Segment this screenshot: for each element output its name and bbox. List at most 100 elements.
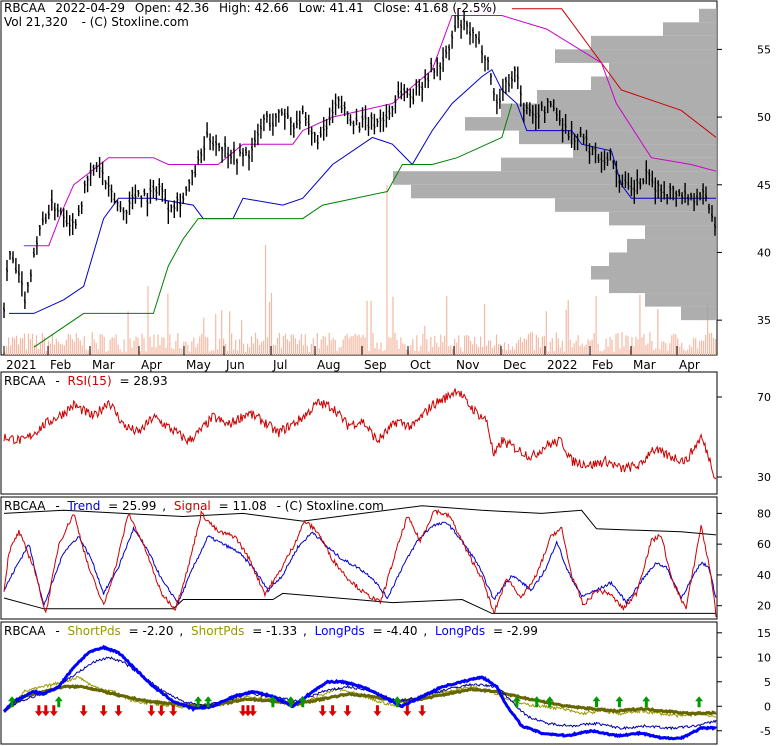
volume-bar [460, 347, 462, 355]
volume-bar [248, 347, 251, 355]
volume-bar [551, 338, 553, 355]
volume-bar [483, 303, 486, 355]
volume-bar [446, 296, 448, 355]
volume-bar [440, 334, 442, 355]
volume-bar [392, 296, 394, 355]
volume-bar [139, 351, 141, 355]
volume-bar [629, 349, 631, 355]
volume-bar [414, 350, 416, 355]
volume-bar [511, 346, 514, 355]
volume-bar [17, 344, 20, 355]
volume-bar [330, 340, 332, 355]
volume-bar [587, 339, 589, 355]
volume-bar [609, 336, 611, 355]
volume-bar [398, 348, 400, 355]
volume-bar [651, 340, 653, 355]
volume-bar [709, 333, 711, 355]
volume-bar [372, 332, 374, 355]
volume-bar [7, 337, 10, 355]
pds-y-tick-label-5: 5 [764, 676, 771, 689]
rsi-header: RBCAA - RSI(15) = 28.93 [4, 374, 168, 388]
volume-bar [679, 346, 681, 355]
volume-bar [472, 344, 474, 355]
volume-bar [338, 347, 340, 355]
volume-bar [412, 339, 414, 355]
volume-bar [689, 344, 691, 355]
volume-bar [105, 351, 107, 355]
volume-bar [195, 347, 197, 355]
volume-bar [39, 343, 42, 355]
volume-bar [13, 338, 16, 355]
volume-bar [354, 333, 356, 355]
volume-bar [454, 338, 456, 355]
trend-y-tick-label-20: 20 [757, 600, 771, 613]
volume-bar [631, 337, 633, 355]
volume-bar [233, 349, 235, 355]
volume-bar [127, 311, 129, 355]
volume-bar [653, 349, 655, 355]
volume-bar [577, 335, 579, 355]
up-arrow-10 [545, 696, 554, 708]
volume-bar [175, 340, 177, 355]
x-tick-label-4: May [186, 358, 211, 372]
profile-bar-5 [627, 238, 717, 253]
volume-bar [288, 341, 290, 355]
volume-bar [316, 333, 318, 355]
volume-bar [436, 342, 438, 355]
volume-bar [434, 335, 436, 355]
volume-bar [296, 344, 298, 355]
volume-bar [418, 351, 420, 355]
volume-bar [173, 349, 175, 355]
volume-bar [135, 336, 137, 355]
rsi-y-tick-label-70: 70 [757, 391, 771, 404]
volume-bar [450, 345, 452, 355]
volume-bar [264, 245, 267, 355]
volume-bar [525, 339, 528, 355]
volume-bar [270, 293, 273, 355]
volume-bar [675, 334, 677, 355]
x-tick-label-3: Apr [141, 358, 162, 372]
volume-bar [649, 332, 651, 355]
volume-bar [406, 349, 408, 355]
volume-bar [641, 337, 643, 355]
volume-bar [400, 337, 402, 355]
rsi-y-ticks: 70 30 [717, 391, 771, 484]
x-tick-label-10: Nov [456, 358, 479, 372]
volume-bar [213, 350, 215, 355]
volume-bar [699, 341, 701, 355]
volume-bar [207, 337, 209, 355]
volume-bar [81, 345, 83, 355]
up-arrow-2 [194, 696, 203, 708]
ma-blue-line [9, 68, 716, 314]
volume-bar [302, 345, 304, 355]
volume-bar [432, 347, 434, 355]
rsi-series-line [3, 388, 717, 480]
volume-bar [703, 340, 705, 355]
volume-bar [517, 339, 520, 355]
volume-bar [352, 335, 354, 355]
volume-bar [350, 336, 352, 355]
up-arrow-14 [695, 696, 704, 708]
volume-bar [310, 344, 312, 355]
volume-bar [541, 336, 543, 355]
volume-bar [165, 348, 167, 355]
volume-bar [535, 334, 537, 355]
volume-bar [593, 333, 595, 355]
volume-bar [185, 341, 187, 355]
volume-bar [276, 337, 279, 355]
volume-bar [63, 345, 65, 355]
volume-bar [374, 348, 376, 355]
volume-bar [458, 335, 460, 355]
volume-bar [155, 347, 157, 355]
volume-bar [470, 340, 472, 355]
volume-bar [121, 351, 123, 355]
volume-bar [304, 334, 306, 355]
volume-bar [326, 345, 328, 355]
volume-bar [501, 348, 504, 355]
volume-bar [298, 340, 300, 355]
price-y-tick-label-45: 45 [757, 179, 771, 192]
down-arrow-16 [403, 705, 412, 717]
volume-bar [507, 343, 510, 355]
down-arrow-6 [147, 705, 156, 717]
